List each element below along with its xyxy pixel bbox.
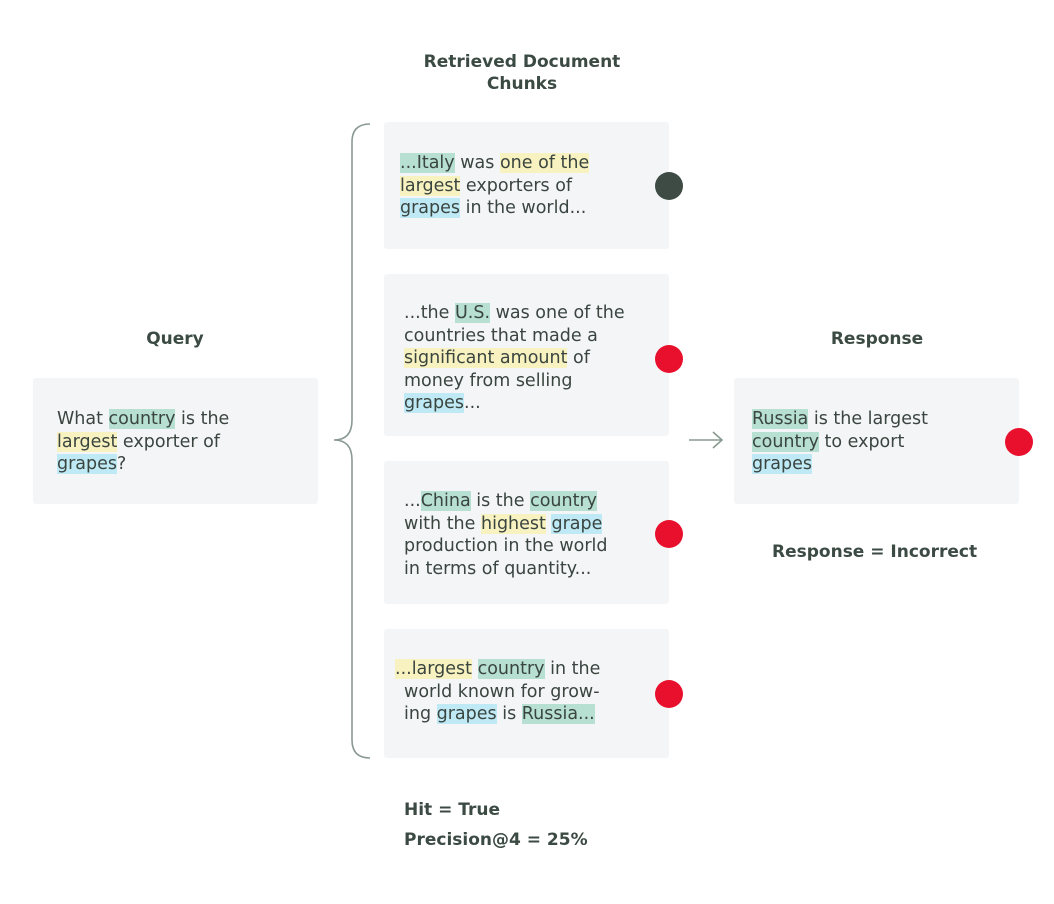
highlighted-term: significant amount	[404, 348, 568, 368]
highlighted-term: grapes	[436, 704, 497, 724]
chunk-text: ...China is the country with the highest…	[404, 490, 608, 580]
relevance-dot-chunk-1	[655, 172, 683, 200]
text-segment: exporter of	[117, 431, 220, 452]
highlighted-term: U.S.	[454, 303, 491, 323]
chunk-text: ...largest country in the world known fo…	[395, 658, 600, 726]
highlighted-term: ...Italy	[400, 153, 455, 173]
text-segment: ing	[404, 704, 437, 724]
relevance-dot-chunk-2	[655, 345, 683, 373]
highlighted-term: largest	[57, 431, 118, 452]
highlighted-term: Russia...	[521, 704, 595, 724]
chunk-line: with the highest grape	[404, 513, 608, 536]
query-card: What country is the largest exporter of …	[33, 378, 318, 504]
highlighted-term: country	[477, 659, 545, 679]
response-verdict: Response = Incorrect	[772, 542, 978, 562]
text-segment: exporters of	[460, 175, 573, 196]
chunk-line: significant amount of	[404, 347, 625, 370]
chunk-line: ing grapes is Russia...	[395, 703, 600, 726]
chunk-line: largest exporters of	[400, 175, 589, 198]
response-text: Russia is the largest country to export …	[752, 408, 928, 476]
chunk-line: ...China is the country	[404, 490, 608, 513]
text-segment: is the	[470, 491, 531, 511]
text-segment: ?	[117, 454, 127, 474]
text-segment: of	[567, 348, 590, 368]
highlighted-term: grapes	[752, 454, 813, 474]
text-segment: countries that made a	[404, 325, 598, 346]
text-segment: is the largest	[808, 409, 929, 429]
chunk-line: ...largest country in the	[395, 658, 600, 681]
text-segment: is the	[175, 409, 230, 429]
highlighted-term: grape	[551, 513, 603, 534]
text-segment: ...	[404, 491, 421, 511]
text-segment: was one of the	[490, 303, 625, 323]
chunk-card-2: ...the U.S. was one of the countries tha…	[384, 274, 669, 436]
text-segment: in terms of quantity...	[404, 558, 592, 579]
hit-metric: Hit = True	[404, 800, 501, 820]
text-segment: What	[57, 409, 109, 429]
relevance-dot-chunk-3	[655, 520, 683, 548]
response-line: Russia is the largest	[752, 408, 928, 431]
response-heading: Response	[830, 329, 924, 349]
text-segment: was	[454, 153, 500, 173]
chunk-line: grapes...	[404, 392, 625, 415]
highlighted-term: highest	[480, 513, 546, 534]
text-segment: ...	[464, 393, 481, 413]
precision-metric: Precision@4 = 25%	[404, 830, 588, 850]
retrieval-brace	[333, 123, 371, 759]
text-segment: with the	[404, 513, 481, 534]
query-heading: Query	[146, 329, 204, 349]
query-line: largest exporter of	[57, 431, 229, 454]
retrieved-heading-line2: Chunks	[486, 74, 558, 94]
query-text: What country is the largest exporter of …	[57, 408, 229, 476]
chunk-line: grapes in the world...	[400, 197, 589, 220]
chunk-line: in terms of quantity...	[404, 558, 608, 581]
chunk-card-1: ...Italy was one of the largest exporter…	[384, 122, 669, 249]
response-correctness-dot	[1005, 428, 1033, 456]
highlighted-term: country	[752, 431, 819, 452]
text-segment	[472, 659, 478, 679]
chunk-line: world known for grow-	[395, 681, 600, 704]
highlighted-term: grapes	[404, 393, 465, 413]
text-segment: ...the	[404, 303, 455, 323]
highlighted-term: one of the	[499, 153, 590, 173]
response-line: country to export	[752, 431, 928, 454]
text-segment: world known for grow-	[404, 681, 600, 702]
text-segment: production in the world	[404, 536, 608, 556]
retrieved-chunks-heading: Retrieved Document Chunks	[400, 51, 644, 95]
chunk-card-3: ...China is the country with the highest…	[384, 461, 669, 604]
response-card: Russia is the largest country to export …	[734, 378, 1019, 504]
highlighted-term: grapes	[57, 454, 118, 474]
text-segment: to export	[818, 431, 905, 452]
chunk-line: ...the U.S. was one of the	[404, 302, 625, 325]
query-line: What country is the	[57, 408, 229, 431]
chunk-line: countries that made a	[404, 325, 625, 348]
text-segment: in the world...	[460, 198, 587, 218]
highlighted-term: largest	[400, 175, 461, 196]
chunk-line: ...Italy was one of the	[400, 152, 590, 175]
retrieved-heading-line1: Retrieved Document	[423, 52, 621, 72]
chunk-line: money from selling	[404, 370, 625, 393]
highlighted-term: grapes	[400, 198, 461, 218]
chunk-card-4: ...largest country in the world known fo…	[384, 629, 669, 758]
text-segment: money from selling	[404, 370, 573, 391]
chunk-text: ...the U.S. was one of the countries tha…	[404, 302, 625, 415]
query-line: grapes?	[57, 453, 229, 476]
chunk-line: production in the world	[404, 535, 608, 558]
highlighted-term: ...largest	[395, 659, 473, 679]
text-segment: in the	[544, 659, 601, 679]
response-line: grapes	[752, 453, 928, 476]
highlighted-term: China	[420, 491, 471, 511]
chunk-text: ...Italy was one of the largest exporter…	[400, 152, 590, 220]
arrow-icon	[689, 431, 724, 449]
highlighted-term: Russia	[752, 409, 809, 429]
relevance-dot-chunk-4	[655, 680, 683, 708]
highlighted-term: country	[108, 409, 176, 429]
text-segment: is	[496, 704, 522, 724]
highlighted-term: country	[530, 491, 598, 511]
